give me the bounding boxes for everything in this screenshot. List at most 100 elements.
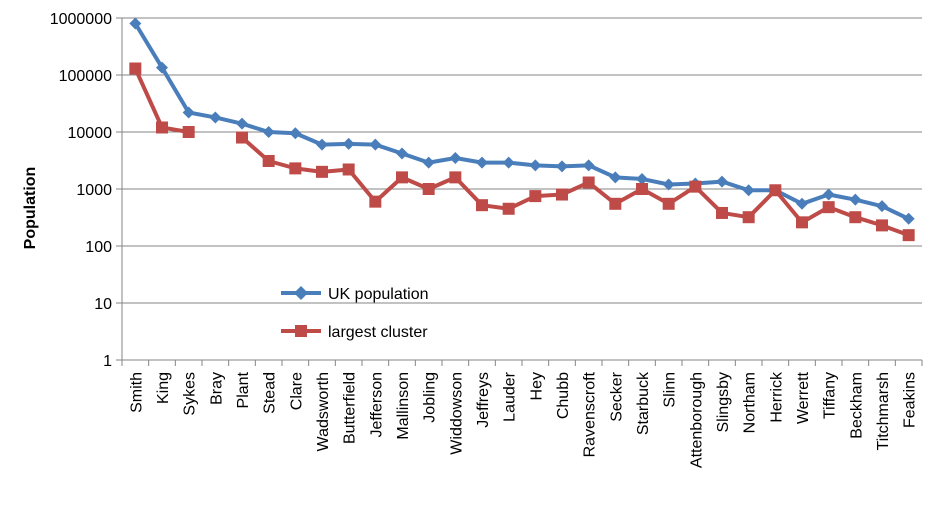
data-point-uk-population bbox=[529, 159, 542, 172]
x-tick-labels: Smith King Sykes Bray Plant Stead Clare Wadswor… bbox=[128, 371, 918, 468]
data-point-largest-cluster bbox=[342, 163, 355, 176]
x-tick-label: Northam bbox=[742, 372, 759, 433]
x-tick-label: Bray bbox=[208, 372, 225, 405]
y-tick-label: 100000 bbox=[59, 68, 112, 85]
data-point-largest-cluster bbox=[422, 183, 435, 195]
data-point-largest-cluster bbox=[769, 184, 782, 197]
y-axis-label: Population bbox=[22, 167, 39, 250]
y-tick-label: 100 bbox=[85, 239, 112, 256]
data-point-largest-cluster bbox=[369, 195, 382, 208]
data-point-uk-population bbox=[182, 106, 195, 119]
legend-item-largest-cluster: largest cluster bbox=[281, 324, 428, 341]
data-point-uk-population bbox=[902, 212, 915, 225]
data-point-largest-cluster bbox=[849, 211, 862, 224]
x-tick-label: Secker bbox=[608, 371, 625, 421]
data-point-largest-cluster bbox=[236, 131, 248, 144]
x-tick-label: Slingsby bbox=[715, 372, 732, 432]
data-point-uk-population bbox=[716, 175, 728, 188]
data-point-uk-population bbox=[129, 17, 142, 30]
data-point-uk-population bbox=[369, 138, 382, 151]
x-tick-label: Beckham bbox=[848, 372, 865, 439]
data-point-largest-cluster bbox=[556, 188, 568, 201]
legend-marker-diamond bbox=[294, 286, 308, 300]
data-point-largest-cluster bbox=[902, 229, 915, 242]
y-tick-label: 10 bbox=[94, 296, 112, 313]
axes bbox=[116, 17, 923, 366]
data-point-largest-cluster bbox=[662, 197, 675, 210]
y-tick-label: 1 bbox=[103, 353, 112, 370]
x-tick-label: Lauder bbox=[502, 371, 519, 421]
x-tick-label: Chubb bbox=[555, 372, 572, 419]
x-tick-label: Butterfield bbox=[342, 372, 359, 444]
data-point-uk-population bbox=[582, 159, 595, 172]
data-point-largest-cluster bbox=[476, 199, 488, 212]
x-tick-label: King bbox=[155, 372, 172, 404]
series-lines bbox=[129, 17, 915, 242]
data-point-largest-cluster bbox=[742, 211, 755, 224]
data-point-largest-cluster bbox=[502, 202, 515, 215]
data-point-uk-population bbox=[289, 127, 302, 140]
data-point-uk-population bbox=[476, 156, 488, 169]
data-point-largest-cluster bbox=[582, 176, 595, 189]
data-point-largest-cluster bbox=[396, 171, 408, 184]
data-point-largest-cluster bbox=[156, 121, 168, 134]
data-point-largest-cluster bbox=[316, 165, 328, 178]
data-point-uk-population bbox=[502, 156, 515, 169]
data-point-uk-population bbox=[636, 172, 648, 185]
x-tick-label: Herrick bbox=[768, 371, 785, 423]
data-point-largest-cluster bbox=[716, 206, 728, 219]
x-tick-label: Sykes bbox=[182, 372, 199, 416]
data-point-uk-population bbox=[262, 126, 275, 138]
data-point-uk-population bbox=[556, 160, 568, 173]
legend-item-uk-population: UK population bbox=[281, 286, 429, 303]
series-uk-population bbox=[129, 17, 915, 225]
x-tick-label: Jefferson bbox=[368, 372, 385, 438]
x-tick-label: Jobling bbox=[422, 372, 439, 423]
series-largest-cluster bbox=[129, 62, 915, 242]
data-point-largest-cluster bbox=[689, 180, 702, 193]
data-point-uk-population bbox=[662, 178, 675, 191]
data-point-largest-cluster bbox=[449, 171, 462, 184]
data-point-largest-cluster bbox=[876, 219, 888, 232]
x-tick-label: Wadsworth bbox=[315, 372, 332, 451]
data-point-uk-population bbox=[236, 117, 248, 130]
data-point-uk-population bbox=[822, 188, 835, 201]
series-line-uk-population bbox=[133, 22, 910, 221]
x-tick-label: Ravenscroft bbox=[582, 371, 599, 457]
legend-marker-square bbox=[295, 325, 307, 337]
data-point-uk-population bbox=[609, 171, 622, 184]
data-point-uk-population bbox=[796, 197, 808, 210]
data-point-largest-cluster bbox=[636, 183, 648, 195]
data-point-largest-cluster bbox=[529, 190, 542, 203]
gridlines bbox=[122, 17, 922, 304]
legend-label-uk-population: UK population bbox=[328, 286, 429, 303]
data-point-uk-population bbox=[342, 137, 355, 150]
x-tick-label: Slinn bbox=[662, 372, 679, 408]
x-tick-label: Mallinson bbox=[395, 372, 412, 440]
data-point-largest-cluster bbox=[129, 62, 142, 75]
x-tick-label: Starbuck bbox=[635, 371, 652, 435]
legend-label-largest-cluster: largest cluster bbox=[328, 324, 428, 341]
data-point-uk-population bbox=[876, 200, 888, 213]
data-point-uk-population bbox=[422, 156, 435, 169]
x-tick-label: Titchmarsh bbox=[875, 372, 892, 451]
x-tick-label: Tiffany bbox=[822, 372, 839, 419]
data-point-largest-cluster bbox=[182, 126, 195, 138]
x-tick-label: Smith bbox=[128, 372, 145, 413]
data-point-largest-cluster bbox=[796, 216, 808, 229]
data-point-uk-population bbox=[316, 138, 328, 151]
data-point-uk-population bbox=[742, 184, 755, 197]
x-tick-label: Werrett bbox=[795, 371, 812, 424]
x-tick-label: Clare bbox=[288, 372, 305, 410]
y-tick-label: 10000 bbox=[68, 125, 113, 142]
data-point-largest-cluster bbox=[262, 154, 275, 167]
x-tick-label: Hey bbox=[528, 372, 545, 400]
x-tick-label: Plant bbox=[235, 371, 252, 408]
series-line-largest-cluster bbox=[133, 67, 910, 238]
data-point-largest-cluster bbox=[289, 162, 302, 175]
x-tick-label: Widdowson bbox=[448, 372, 465, 455]
x-tick-label: Attenborough bbox=[688, 372, 705, 468]
data-point-largest-cluster bbox=[822, 201, 835, 214]
data-point-uk-population bbox=[209, 111, 222, 124]
